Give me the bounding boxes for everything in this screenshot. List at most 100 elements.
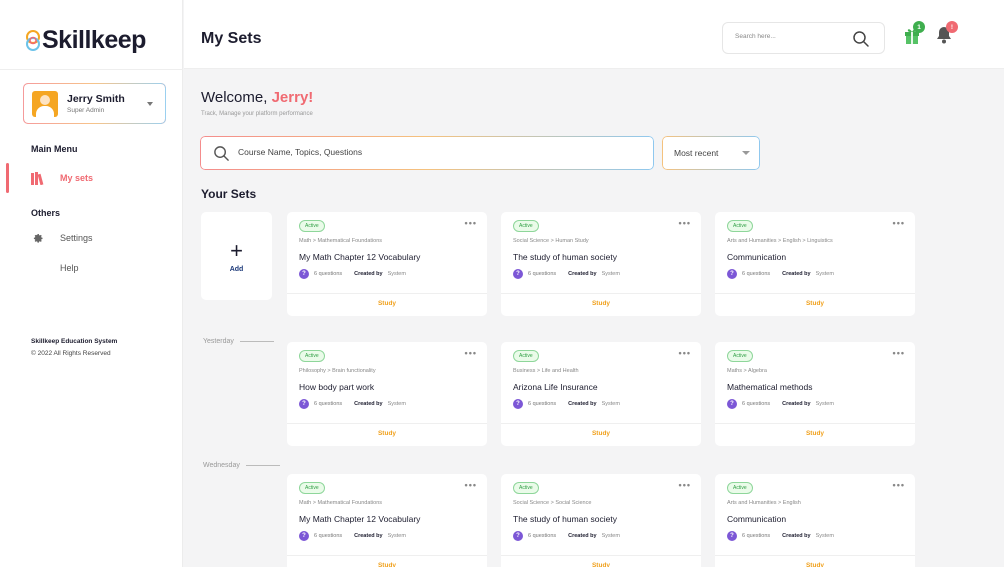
sidebar-item-help[interactable]: Help [60, 263, 79, 273]
status-badge: Active [299, 482, 325, 494]
set-card[interactable]: Active ••• Maths > Algebra Mathematical met… [715, 342, 915, 446]
logo[interactable]: Skillkeep [26, 26, 146, 55]
card-breadcrumb: Math > Mathematical Foundations [299, 500, 383, 506]
creator-name: System [815, 271, 834, 277]
card-divider [501, 423, 701, 424]
card-title[interactable]: The study of human society [513, 252, 617, 262]
add-set-button[interactable]: + Add [201, 212, 272, 300]
books-icon [31, 171, 45, 185]
set-card[interactable]: Active ••• Arts and Humanities > English >… [715, 212, 915, 316]
study-button[interactable]: Study [377, 430, 397, 437]
card-divider [715, 555, 915, 556]
group-label-yesterday: Yesterday [203, 338, 274, 345]
set-card[interactable]: Active ••• Social Science > Human Study The… [501, 212, 701, 316]
bell-badge: ! [946, 21, 958, 33]
more-options-icon[interactable]: ••• [464, 480, 477, 490]
card-title[interactable]: My Math Chapter 12 Vocabulary [299, 514, 421, 524]
question-count: 6 questions [528, 271, 557, 277]
more-options-icon[interactable]: ••• [892, 480, 905, 490]
card-title[interactable]: Communication [727, 252, 787, 262]
study-button[interactable]: Study [805, 300, 825, 307]
status-badge: Active [727, 220, 753, 232]
card-meta: ? 6 questions Created by System [299, 269, 406, 279]
more-options-icon[interactable]: ••• [892, 348, 905, 358]
study-button[interactable]: Study [591, 562, 611, 567]
creator-name: System [601, 271, 620, 277]
created-by-label: Created by [782, 271, 811, 277]
gear-icon [31, 231, 45, 245]
created-by-label: Created by [782, 533, 811, 539]
creator-name: System [815, 401, 834, 407]
set-card[interactable]: Active ••• Arts and Humanities > English Co… [715, 474, 915, 567]
card-meta: ? 6 questions Created by System [299, 531, 406, 541]
card-title[interactable]: Communication [727, 514, 787, 524]
card-title[interactable]: The study of human society [513, 514, 617, 524]
page-title: My Sets [201, 30, 262, 47]
study-button[interactable]: Study [805, 430, 825, 437]
gift-button[interactable]: 1 [904, 21, 925, 49]
creator-name: System [387, 271, 406, 277]
sidebar: Skillkeep Jerry Smith Super Admin Main M… [0, 0, 183, 567]
creator-name: System [387, 533, 406, 539]
study-button[interactable]: Study [377, 300, 397, 307]
card-meta: ? 6 questions Created by System [299, 399, 406, 409]
card-divider [715, 423, 915, 424]
more-options-icon[interactable]: ••• [678, 480, 691, 490]
header-search-input[interactable] [735, 33, 845, 40]
set-card[interactable]: Active ••• Business > Life and Health Arizo… [501, 342, 701, 446]
card-title[interactable]: My Math Chapter 12 Vocabulary [299, 252, 421, 262]
card-meta: ? 6 questions Created by System [513, 531, 620, 541]
set-card[interactable]: Active ••• Social Science > Social Science… [501, 474, 701, 567]
top-header: My Sets 1 ! [184, 0, 1004, 69]
more-options-icon[interactable]: ••• [678, 348, 691, 358]
group-label-wednesday: Wednesday [203, 462, 280, 469]
question-icon: ? [513, 399, 523, 409]
status-badge: Active [299, 220, 325, 232]
set-card[interactable]: Active ••• Philosophy > Brain functionalit… [287, 342, 487, 446]
brand-name: Skillkeep [42, 26, 146, 54]
card-divider [287, 555, 487, 556]
sidebar-divider [0, 69, 183, 70]
question-count: 6 questions [742, 271, 771, 277]
more-options-icon[interactable]: ••• [892, 218, 905, 228]
question-count: 6 questions [314, 271, 343, 277]
card-title[interactable]: How body part work [299, 382, 375, 392]
course-search-input[interactable] [238, 147, 618, 157]
status-badge: Active [299, 350, 325, 362]
more-options-icon[interactable]: ••• [678, 218, 691, 228]
sidebar-item-my-sets[interactable]: My sets [31, 171, 93, 185]
study-button[interactable]: Study [805, 562, 825, 567]
sort-dropdown[interactable]: Most recent [662, 136, 760, 170]
study-button[interactable]: Study [591, 300, 611, 307]
card-divider [501, 293, 701, 294]
sidebar-item-settings[interactable]: Settings [31, 231, 93, 245]
gift-badge: 1 [913, 21, 925, 33]
more-options-icon[interactable]: ••• [464, 348, 477, 358]
study-button[interactable]: Study [377, 562, 397, 567]
more-options-icon[interactable]: ••• [464, 218, 477, 228]
status-badge: Active [727, 482, 753, 494]
question-count: 6 questions [314, 401, 343, 407]
question-icon: ? [513, 269, 523, 279]
chevron-down-icon [742, 151, 750, 155]
card-breadcrumb: Arts and Humanities > English [727, 500, 801, 506]
study-button[interactable]: Study [591, 430, 611, 437]
search-icon[interactable] [852, 30, 870, 48]
created-by-label: Created by [782, 401, 811, 407]
created-by-label: Created by [354, 271, 383, 277]
notification-button[interactable]: ! [936, 21, 958, 49]
set-card[interactable]: Active ••• Math > Mathematical Foundations… [287, 212, 487, 316]
main-menu-heading: Main Menu [31, 144, 78, 154]
card-breadcrumb: Social Science > Social Science [513, 500, 592, 506]
question-icon: ? [299, 531, 309, 541]
set-card[interactable]: Active ••• Math > Mathematical Foundations… [287, 474, 487, 567]
status-badge: Active [513, 350, 539, 362]
card-divider [715, 293, 915, 294]
card-title[interactable]: Arizona Life Insurance [513, 382, 598, 392]
group-label-text: Wednesday [203, 462, 240, 469]
avatar [32, 90, 58, 117]
card-divider [287, 293, 487, 294]
card-title[interactable]: Mathematical methods [727, 382, 813, 392]
user-switcher[interactable]: Jerry Smith Super Admin [23, 83, 166, 124]
sort-value: Most recent [674, 148, 719, 158]
